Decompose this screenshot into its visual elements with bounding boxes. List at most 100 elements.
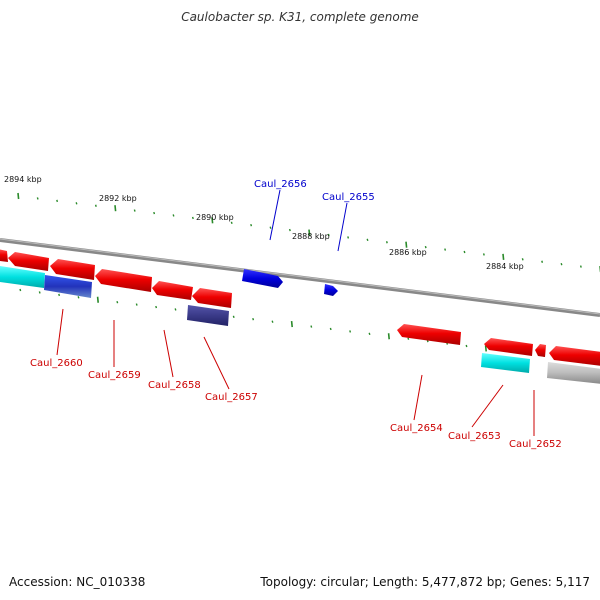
leader-line xyxy=(471,384,504,428)
major-tick xyxy=(211,217,214,224)
minor-tick xyxy=(521,258,524,261)
gene-red[interactable] xyxy=(50,259,95,280)
kbp-label: 2892 kbp xyxy=(99,194,137,203)
minor-tick xyxy=(19,288,22,292)
major-tick xyxy=(387,333,390,340)
major-tick xyxy=(308,229,311,236)
minor-tick xyxy=(230,221,233,224)
gene-red[interactable] xyxy=(535,344,546,357)
major-tick xyxy=(405,241,408,248)
leader-line xyxy=(337,202,348,252)
forward-strand-genes xyxy=(242,269,338,296)
minor-tick xyxy=(482,253,485,256)
minor-tick xyxy=(424,245,427,249)
gene-label[interactable]: Caul_2658 xyxy=(148,380,201,391)
minor-tick xyxy=(172,214,175,217)
gene-label[interactable]: Caul_2656 xyxy=(254,179,307,190)
minor-tick xyxy=(232,315,235,318)
gene-red[interactable] xyxy=(192,288,232,308)
kbp-label: 2894 kbp xyxy=(4,175,42,184)
gene-red[interactable] xyxy=(484,338,533,356)
minor-tick xyxy=(465,344,468,348)
minor-tick xyxy=(385,241,388,244)
gene-red[interactable] xyxy=(8,252,49,271)
minor-tick xyxy=(541,260,544,263)
gene-label[interactable]: Caul_2657 xyxy=(205,392,258,403)
kbp-label: 2888 kbp xyxy=(292,232,330,241)
minor-tick xyxy=(327,233,330,237)
reverse-strand-genes xyxy=(0,249,600,366)
minor-tick xyxy=(560,262,563,266)
leader-line xyxy=(56,308,64,356)
minor-tick xyxy=(135,303,138,306)
minor-tick xyxy=(153,211,156,215)
major-tick xyxy=(484,345,487,352)
leader-line xyxy=(203,336,230,390)
gene-red[interactable] xyxy=(95,269,152,292)
leader-line xyxy=(163,329,174,378)
gene-blue[interactable] xyxy=(44,275,92,298)
minor-tick xyxy=(58,293,61,297)
gene-label[interactable]: Caul_2660 xyxy=(30,358,83,369)
minor-tick xyxy=(444,248,447,251)
kbp-label: 2886 kbp xyxy=(389,248,427,257)
minor-tick xyxy=(75,202,78,205)
gene-label[interactable]: Caul_2659 xyxy=(88,370,141,381)
minor-tick xyxy=(366,238,369,242)
minor-tick xyxy=(56,199,59,203)
minor-tick xyxy=(77,296,80,299)
gene-red[interactable] xyxy=(0,249,8,262)
inner-tick-track xyxy=(19,288,584,364)
major-tick xyxy=(96,296,99,303)
minor-tick xyxy=(310,325,313,328)
minor-tick xyxy=(155,305,158,309)
reverse-strand-genes-row2 xyxy=(0,266,600,384)
minor-tick xyxy=(133,209,136,212)
accession-text: Accession: NC_010338 xyxy=(9,575,146,589)
minor-tick xyxy=(38,291,41,294)
minor-tick xyxy=(174,308,177,311)
minor-tick xyxy=(269,226,272,229)
gene-cyan[interactable] xyxy=(0,266,45,288)
genome-backbone xyxy=(0,238,600,317)
map-title: Caulobacter sp. K31, complete genome xyxy=(181,10,419,24)
minor-tick xyxy=(349,330,352,333)
minor-tick xyxy=(250,224,253,227)
kbp-label: 2890 kbp xyxy=(196,213,234,222)
outer-tick-track xyxy=(17,192,600,273)
gene-blue[interactable] xyxy=(242,269,283,288)
minor-tick xyxy=(347,236,350,239)
gene-gray[interactable] xyxy=(547,362,600,384)
minor-tick xyxy=(288,228,291,232)
gene-label[interactable]: Caul_2653 xyxy=(448,431,501,442)
gene-red[interactable] xyxy=(152,281,193,300)
gene-label[interactable]: Caul_2652 xyxy=(509,439,562,450)
minor-tick xyxy=(329,327,332,331)
gene-blue[interactable] xyxy=(324,284,338,296)
minor-tick xyxy=(368,332,371,336)
leader-line xyxy=(413,374,423,421)
major-tick xyxy=(114,205,117,212)
minor-tick xyxy=(36,197,39,200)
gene-red[interactable] xyxy=(397,324,461,345)
minor-tick xyxy=(463,250,466,254)
gene-label[interactable]: Caul_2655 xyxy=(322,192,375,203)
minor-tick xyxy=(579,265,582,268)
leader-line xyxy=(269,189,281,241)
gene-red[interactable] xyxy=(549,346,600,366)
minor-tick xyxy=(94,204,97,207)
minor-tick xyxy=(252,318,255,321)
gene-cyan[interactable] xyxy=(481,353,530,373)
kbp-label: 2884 kbp xyxy=(486,262,524,271)
major-tick xyxy=(502,253,505,260)
gene-navy[interactable] xyxy=(187,305,229,326)
major-tick xyxy=(17,192,20,200)
gene-label[interactable]: Caul_2654 xyxy=(390,423,443,434)
minor-tick xyxy=(191,216,194,220)
minor-tick xyxy=(271,320,274,323)
genome-summary-text: Topology: circular; Length: 5,477,872 bp… xyxy=(260,575,590,589)
minor-tick xyxy=(407,337,410,340)
major-tick xyxy=(290,321,293,328)
minor-tick xyxy=(116,300,119,304)
